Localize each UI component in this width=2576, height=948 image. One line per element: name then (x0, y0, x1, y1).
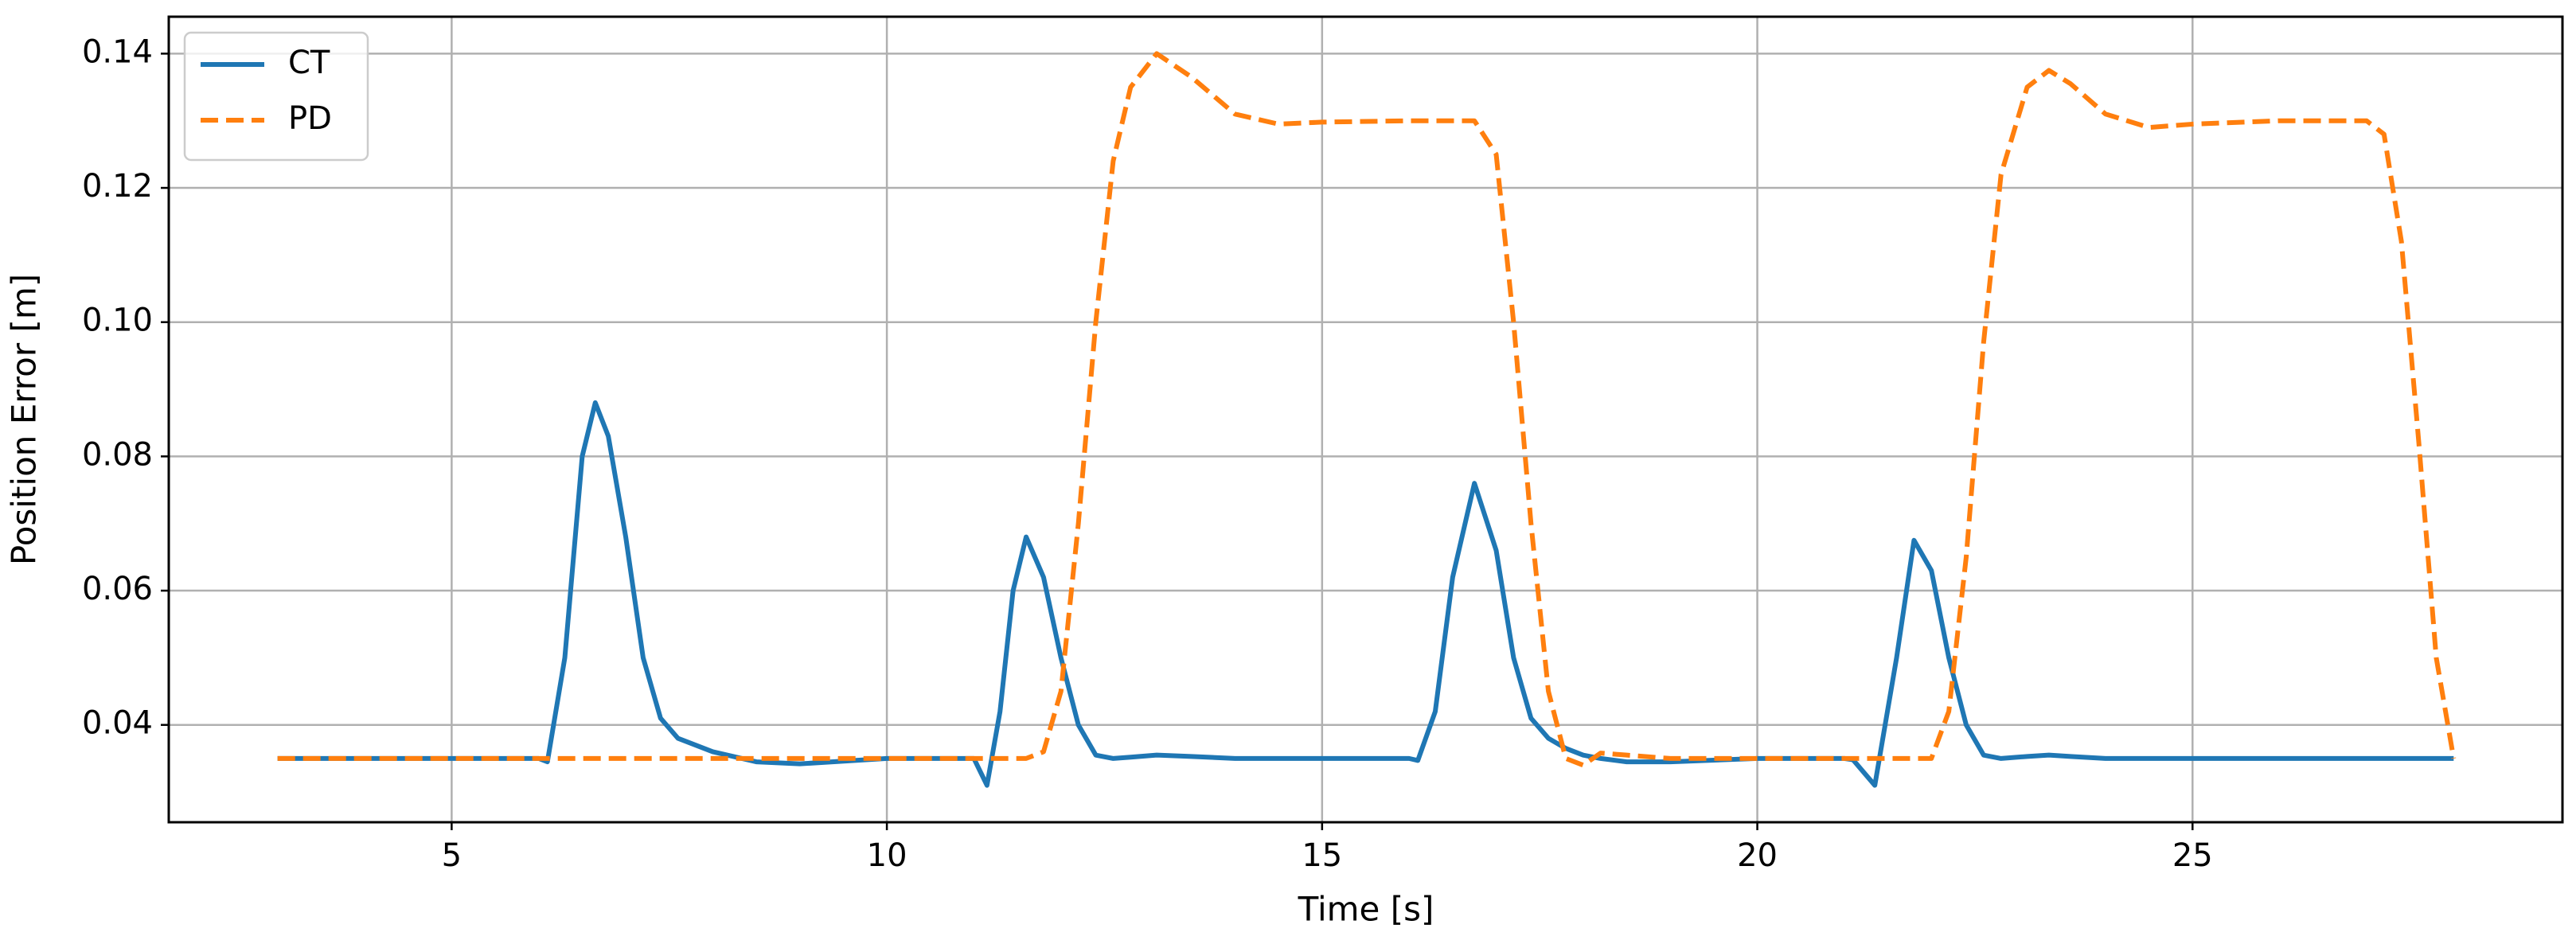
y-tick-label: 0.08 (82, 436, 153, 473)
legend-label: CT (288, 45, 330, 81)
line (277, 400, 2454, 788)
plot-frame (167, 15, 2564, 824)
y-tick-label: 0.06 (82, 571, 153, 607)
line (277, 51, 2457, 768)
y-axis-label: Position Error [m] (5, 274, 44, 565)
legend-box (183, 31, 369, 162)
x-tick-label: 20 (1737, 837, 1778, 874)
legend-label: PD (288, 100, 332, 137)
y-tick-label: 0.04 (82, 705, 153, 742)
x-tick-label: 10 (867, 837, 907, 874)
x-axis-label: Time [s] (1298, 890, 1434, 929)
x-tick-label: 15 (1302, 837, 1342, 874)
y-tick-label: 0.14 (82, 33, 153, 70)
x-tick-label: 5 (442, 837, 462, 874)
y-tick-label: 0.12 (82, 168, 153, 205)
y-tick-label: 0.10 (82, 302, 153, 339)
x-tick-label: 25 (2172, 837, 2213, 874)
